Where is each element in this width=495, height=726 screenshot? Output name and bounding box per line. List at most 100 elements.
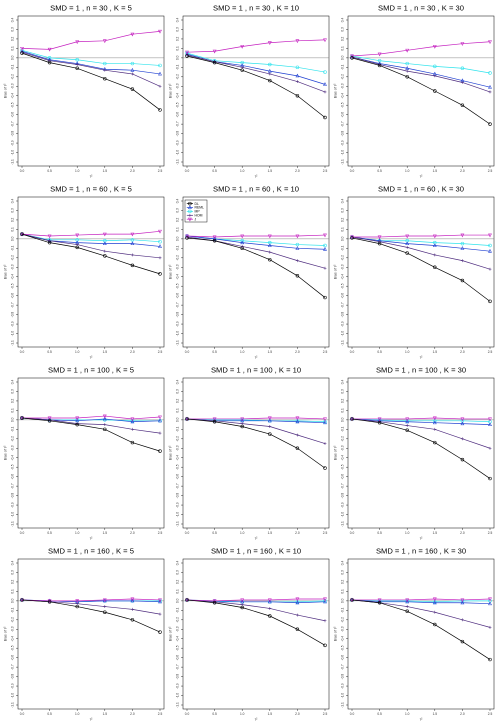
data-point-hom xyxy=(433,610,437,614)
y-tick-label: -0.9 xyxy=(176,502,180,508)
x-tick-label: 0.0 xyxy=(20,169,25,173)
data-point-hom xyxy=(268,250,272,254)
plot-frame xyxy=(17,196,165,348)
data-point-reml xyxy=(405,241,410,246)
y-tick-label: -0.3 xyxy=(11,626,15,632)
y-tick-label: -0.5 xyxy=(176,464,180,470)
data-point-reml xyxy=(488,248,492,253)
y-tick-label: 0.1 xyxy=(176,227,180,232)
x-tick-label: 2.0 xyxy=(130,531,135,535)
series-hom xyxy=(20,50,162,88)
data-point-reml xyxy=(488,422,492,427)
plot-frame xyxy=(17,558,165,710)
data-point-dl xyxy=(268,614,272,618)
data-point-j xyxy=(75,40,80,45)
x-tick-label: 2.5 xyxy=(323,169,328,173)
data-point-dl xyxy=(377,601,382,605)
y-tick-label: 0.3 xyxy=(341,389,345,394)
y-tick-label: -1.1 xyxy=(176,702,180,708)
x-tick-label: 2.5 xyxy=(158,531,163,535)
data-point-hom xyxy=(103,605,107,608)
x-tick-label: 2.0 xyxy=(460,350,465,354)
y-tick-label: 0.4 xyxy=(11,380,15,385)
data-point-reml xyxy=(405,599,410,604)
series-line-dl xyxy=(351,599,491,660)
x-tick-label: 1.5 xyxy=(433,350,438,354)
data-point-dl xyxy=(240,68,244,72)
series-line-reml xyxy=(351,418,491,425)
data-point-hom xyxy=(130,427,134,431)
x-tick-label: 0.5 xyxy=(377,350,382,354)
panel-title: SMD = 1 , n = 160 , K = 5 xyxy=(48,547,134,556)
y-tick-label: -0.7 xyxy=(341,664,345,670)
x-tick-label: 1.5 xyxy=(433,712,438,716)
data-point-j xyxy=(185,234,189,239)
data-point-dl xyxy=(103,254,107,258)
y-tick-label: -0.5 xyxy=(11,464,15,470)
y-tick-label: -0.6 xyxy=(341,293,345,299)
data-point-j xyxy=(130,32,135,37)
series-dl xyxy=(350,598,492,662)
x-tick-label: 1.0 xyxy=(75,169,80,173)
data-point-dl xyxy=(405,75,409,79)
y-tick-label: -0.7 xyxy=(176,121,180,127)
y-tick-label: 0.4 xyxy=(341,561,345,566)
data-point-mp xyxy=(130,61,135,66)
data-point-dl xyxy=(433,622,437,627)
data-point-j xyxy=(75,599,80,604)
data-point-hom xyxy=(295,80,299,83)
data-point-hom xyxy=(378,240,382,244)
data-point-j xyxy=(47,47,52,52)
y-tick-label: -0.4 xyxy=(176,455,180,461)
data-point-mp xyxy=(323,243,327,248)
x-axis-label: τ² xyxy=(255,537,258,541)
data-point-dl xyxy=(158,272,162,276)
data-point-reml xyxy=(267,243,272,247)
series-line-mp xyxy=(351,418,491,423)
series-line-mp xyxy=(186,52,326,73)
y-axis-label: Bias of τ² xyxy=(4,83,8,98)
y-axis-label: Bias of τ² xyxy=(4,445,8,460)
y-tick-label: -0.6 xyxy=(341,112,345,118)
y-tick-label: -0.2 xyxy=(11,74,15,80)
y-tick-label: -0.2 xyxy=(341,436,345,442)
y-tick-label: -1.1 xyxy=(341,340,345,346)
series-j xyxy=(350,233,492,240)
x-tick-label: 1.5 xyxy=(103,350,108,354)
x-axis-label: τ² xyxy=(90,175,93,179)
y-tick-label: -0.8 xyxy=(11,493,15,499)
data-point-dl xyxy=(158,630,162,634)
data-point-mp xyxy=(488,71,492,75)
chart-panel-2: SMD = 1 , n = 30 , K = 10 -1.1 -1.0 -0.9 -0.… xyxy=(165,0,330,181)
y-tick-label: -0.9 xyxy=(341,502,345,508)
series-line-dl xyxy=(21,233,161,275)
chart-panel-3: SMD = 1 , n = 30 , K = 30 -1.1 -1.0 -0.9 -0.… xyxy=(330,0,495,181)
data-point-hom xyxy=(130,607,134,611)
data-point-j xyxy=(267,598,272,603)
y-tick-label: 0.4 xyxy=(176,380,180,385)
y-tick-label: 0.0 xyxy=(176,55,180,60)
panel-title: SMD = 1 , n = 160 , K = 30 xyxy=(376,547,466,556)
data-point-mp xyxy=(405,419,409,423)
x-tick-label: 2.0 xyxy=(295,531,300,535)
y-tick-label: 0.3 xyxy=(341,27,345,32)
y-tick-label: -0.6 xyxy=(11,655,15,661)
data-point-j xyxy=(130,232,135,237)
data-point-j xyxy=(267,234,272,239)
y-tick-label: 0.1 xyxy=(11,589,15,594)
y-tick-label: 0.2 xyxy=(341,36,345,41)
y-tick-label: 0.1 xyxy=(176,589,180,594)
y-tick-label: -0.7 xyxy=(341,302,345,308)
legend-marker-hom xyxy=(188,213,192,217)
y-tick-label: -1.0 xyxy=(176,331,180,337)
data-point-hom xyxy=(295,433,299,437)
x-tick-label: 2.0 xyxy=(460,712,465,716)
data-point-reml xyxy=(295,73,300,78)
series-line-j xyxy=(351,41,491,57)
chart-panel-8: SMD = 1 , n = 100 , K = 10 -1.1 -1.0 -0.9 -0… xyxy=(165,362,330,543)
series-dl xyxy=(350,236,492,304)
data-point-hom xyxy=(460,259,464,263)
data-point-hom xyxy=(433,253,437,257)
legend-label-dl: DL xyxy=(195,202,199,206)
